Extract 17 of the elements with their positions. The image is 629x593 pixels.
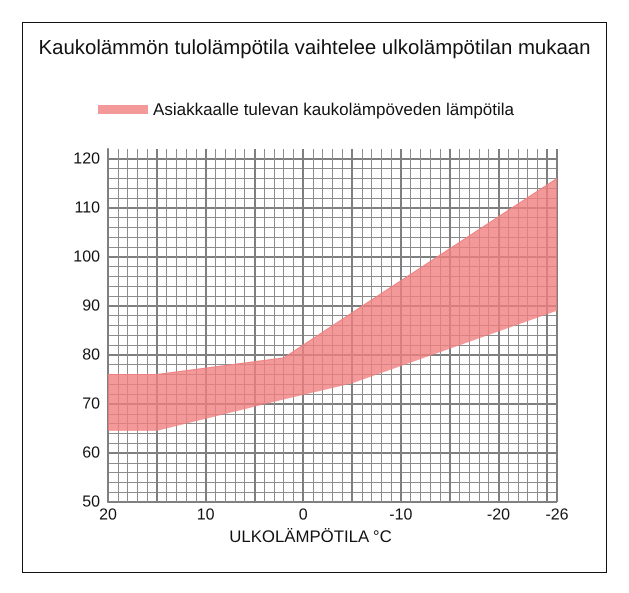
y-tick-label: 100 xyxy=(73,248,100,266)
x-tick-label: 20 xyxy=(99,506,117,524)
legend-label: Asiakkaalle tulevan kaukolämpöveden lämpötila xyxy=(153,100,515,119)
x-axis-title: ULKOLÄMPÖTILA °C xyxy=(229,526,392,546)
chart-title: Kaukolämmön tulolämpötila vaihtelee ulkolämpötilan mukaan xyxy=(38,37,590,59)
x-tick-label: 10 xyxy=(196,506,215,524)
y-tick-label: 110 xyxy=(74,199,100,216)
x-tick-label: -10 xyxy=(389,506,412,524)
y-tick-label: 90 xyxy=(82,297,100,314)
y-tick-label: 80 xyxy=(82,346,100,364)
x-tick-label: -20 xyxy=(486,506,510,524)
x-tick-label: 0 xyxy=(298,506,308,524)
y-tick-label: 120 xyxy=(73,150,100,168)
y-tick-label: 60 xyxy=(82,444,100,462)
x-tick-label: -26 xyxy=(545,506,569,524)
y-tick-label: 50 xyxy=(82,494,100,510)
y-tick-label: 70 xyxy=(82,395,100,412)
